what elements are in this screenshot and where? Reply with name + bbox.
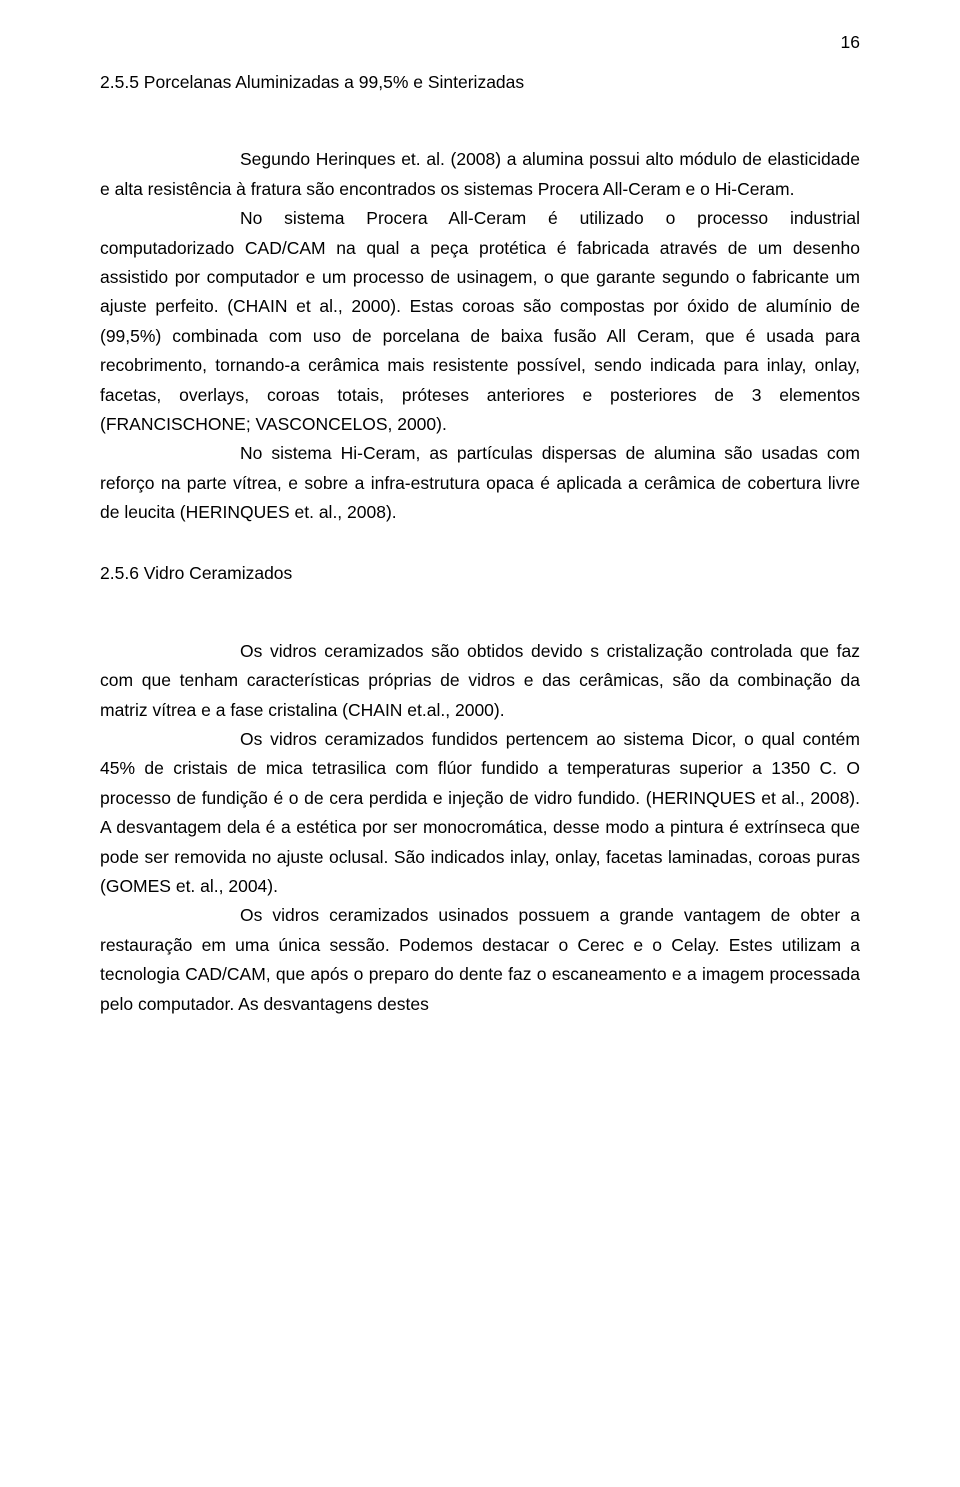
paragraph-5: Os vidros ceramizados fundidos pertencem…: [100, 725, 860, 901]
paragraph-3: No sistema Hi-Ceram, as partículas dispe…: [100, 439, 860, 527]
section-heading-2-5-5: 2.5.5 Porcelanas Aluminizadas a 99,5% e …: [100, 68, 860, 97]
paragraph-1: Segundo Herinques et. al. (2008) a alumi…: [100, 145, 860, 204]
paragraph-2: No sistema Procera All-Ceram é utilizado…: [100, 204, 860, 439]
page-number: 16: [841, 28, 860, 57]
paragraph-6: Os vidros ceramizados usinados possuem a…: [100, 901, 860, 1019]
section-heading-2-5-6: 2.5.6 Vidro Ceramizados: [100, 559, 860, 588]
document-page: 16 2.5.5 Porcelanas Aluminizadas a 99,5%…: [0, 0, 960, 1487]
paragraph-4: Os vidros ceramizados são obtidos devido…: [100, 637, 860, 725]
